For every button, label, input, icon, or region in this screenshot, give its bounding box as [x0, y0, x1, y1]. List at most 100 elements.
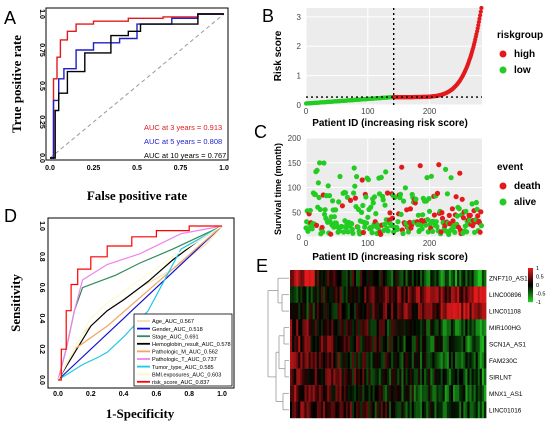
heatmap-cell — [457, 352, 460, 369]
heatmap-cell — [333, 319, 336, 336]
heatmap-cell — [419, 302, 423, 320]
heatmap-cell — [337, 302, 340, 320]
heatmap-cell — [434, 302, 437, 320]
heatmap-cell — [477, 401, 481, 419]
heatmap-cell — [298, 335, 301, 353]
heatmap-cell — [372, 401, 375, 419]
heatmap-cell — [467, 302, 470, 320]
heatmap-cell — [343, 270, 347, 287]
heatmap-cell — [314, 270, 318, 287]
heatmap-cell — [304, 401, 307, 419]
heatmap-cell — [434, 401, 437, 419]
heatmap-cell — [459, 335, 462, 353]
heatmap-cell — [353, 335, 357, 353]
heatmap-cell — [314, 352, 318, 369]
survival-point — [320, 229, 326, 235]
survival-point — [309, 226, 315, 232]
heatmap-cell — [292, 385, 295, 402]
heatmap-cell — [397, 270, 400, 287]
heatmap-cell — [471, 270, 475, 287]
heatmap-cell — [294, 270, 297, 287]
colorbar-segment — [528, 286, 533, 288]
heatmap-cell — [331, 319, 334, 336]
heatmap-cell — [310, 385, 314, 402]
heatmap-cell — [298, 401, 301, 419]
heatmap-cell — [469, 352, 472, 369]
heatmap-cell — [329, 401, 332, 419]
heatmap-cell — [473, 286, 477, 304]
survival-point — [382, 202, 388, 208]
heatmap-cell — [337, 385, 340, 402]
heatmap-cell — [401, 286, 404, 304]
heatmap-cell — [432, 302, 435, 320]
heatmap-cell — [362, 302, 365, 320]
heatmap-cell — [364, 385, 367, 402]
heatmap-cell — [413, 286, 417, 304]
heatmap-cell — [455, 302, 458, 320]
heatmap-cell — [440, 270, 444, 287]
heatmap-cell — [296, 401, 299, 419]
heatmap-cell — [455, 270, 458, 287]
heatmap-cell — [422, 319, 425, 336]
heatmap-cell — [370, 368, 373, 386]
heatmap-cell — [370, 385, 373, 402]
heatmap-cell — [329, 270, 332, 287]
heatmap-cell — [424, 385, 427, 402]
heatmap-cell — [444, 352, 448, 369]
heatmap-cell — [461, 286, 464, 304]
heatmap-cell — [343, 319, 347, 336]
heatmap-cell — [376, 319, 380, 336]
heatmap-cell — [389, 270, 392, 287]
survival-point — [448, 175, 454, 181]
heatmap-cell — [349, 385, 353, 402]
heatmap-cell — [401, 352, 404, 369]
heatmap-cell — [308, 286, 312, 304]
heatmap-cell — [329, 286, 332, 304]
heatmap-cell — [459, 319, 462, 336]
heatmap-cell — [351, 385, 355, 402]
heatmap-cell — [393, 302, 396, 320]
heatmap-cell — [401, 302, 404, 320]
heatmap-cell — [446, 286, 450, 304]
heatmap-cell — [333, 368, 336, 386]
survival-point — [378, 174, 384, 180]
heatmap-cell — [430, 368, 433, 386]
heatmap-cell — [419, 401, 423, 419]
roc-clinical-ytick: 0.0 — [38, 375, 45, 385]
heatmap-cell — [380, 335, 384, 353]
heatmap-cell — [391, 401, 394, 419]
heatmap-cell — [465, 401, 468, 419]
heatmap-cell — [413, 270, 417, 287]
heatmap-cell — [409, 319, 413, 336]
heatmap-cell — [465, 352, 468, 369]
heatmap-cell — [473, 335, 477, 353]
heatmap-cell — [471, 368, 475, 386]
heatmap-row-label: SIRLNT — [489, 374, 512, 381]
heatmap-cell — [452, 352, 456, 369]
risk-score-ytick: 0 — [297, 101, 302, 110]
roc-time-line-2 — [50, 13, 224, 159]
heatmap-cell — [349, 401, 353, 419]
heatmap-cell — [459, 286, 462, 304]
heatmap-cell — [415, 302, 419, 320]
heatmap-cell — [438, 270, 442, 287]
heatmap-cell — [331, 368, 334, 386]
heatmap-cell — [411, 319, 415, 336]
heatmap-cell — [300, 401, 303, 419]
roc-clinical-line-5 — [57, 225, 223, 381]
heatmap-cell — [424, 286, 427, 304]
heatmap-cell — [417, 335, 421, 353]
heatmap-cell — [407, 335, 411, 353]
heatmap-cell — [403, 302, 406, 320]
heatmap-cell — [298, 319, 301, 336]
heatmap-cell — [448, 385, 452, 402]
heatmap-cell — [298, 270, 301, 287]
colorbar-segment — [528, 298, 533, 300]
survival-point — [325, 183, 331, 189]
colorbar-segment — [528, 291, 533, 293]
heatmap-cell — [290, 385, 293, 402]
heatmap-cell — [382, 302, 386, 320]
heatmap-cell — [424, 401, 427, 419]
heatmap-cell — [310, 368, 314, 386]
heatmap-cell — [399, 352, 402, 369]
